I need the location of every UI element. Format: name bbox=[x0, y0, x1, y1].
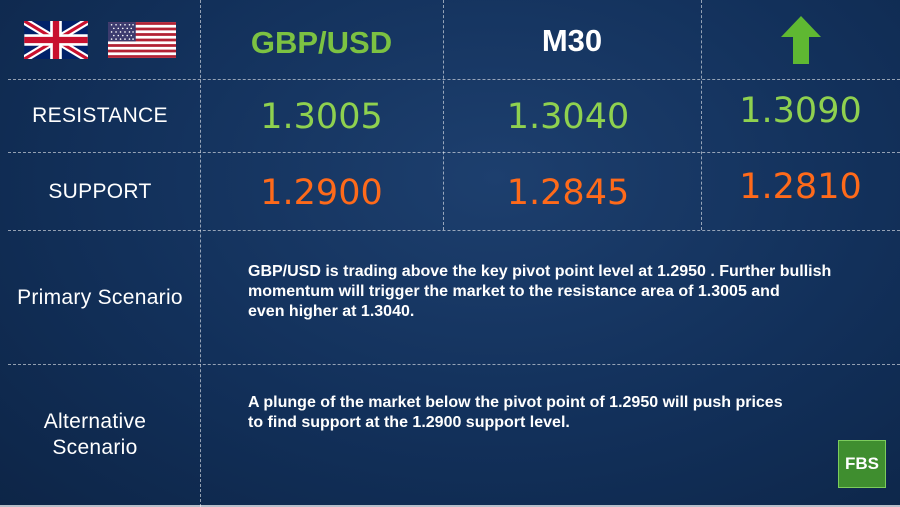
fbs-logo: FBS bbox=[838, 440, 886, 488]
uk-flag-icon bbox=[24, 20, 88, 59]
row-divider bbox=[8, 152, 900, 153]
primary-scenario-text: GBP/USD is trading above the key pivot p… bbox=[248, 262, 888, 322]
support-level-1: 1.2900 bbox=[260, 173, 383, 213]
row-divider bbox=[8, 230, 900, 231]
alternative-line: to find support at the 1.2900 support le… bbox=[248, 414, 570, 431]
direction-cell bbox=[701, 0, 900, 79]
column-divider bbox=[443, 0, 444, 230]
resistance-label: RESISTANCE bbox=[32, 104, 168, 127]
resistance-level-3: 1.3090 bbox=[739, 91, 862, 131]
resistance-level-2: 1.3040 bbox=[506, 97, 630, 137]
primary-line: momentum will trigger the market to the … bbox=[248, 283, 780, 300]
alternative-line: A plunge of the market below the pivot p… bbox=[248, 394, 783, 411]
primary-line: even higher at 1.3040. bbox=[248, 303, 415, 320]
arrow-up-icon bbox=[780, 15, 821, 64]
currency-pair: GBP/USD bbox=[250, 24, 393, 60]
support-level-3: 1.2810 bbox=[739, 166, 862, 207]
resistance-level-1: 1.3005 bbox=[260, 97, 383, 137]
support-level-2: 1.2845 bbox=[506, 173, 630, 213]
alternative-label-line: Scenario bbox=[52, 436, 138, 459]
support-label: SUPPORT bbox=[48, 179, 152, 203]
primary-scenario-label: Primary Scenario bbox=[17, 285, 183, 309]
us-flag-icon bbox=[108, 21, 176, 58]
flags-cell bbox=[0, 0, 200, 79]
row-divider bbox=[8, 364, 900, 365]
primary-line: GBP/USD is trading above the key pivot p… bbox=[248, 263, 832, 280]
alternative-label-line: Alternative bbox=[43, 410, 147, 433]
bottom-border bbox=[0, 505, 900, 507]
timeframe: M30 bbox=[541, 22, 603, 58]
alternative-scenario-label: Alternative Scenario bbox=[0, 365, 190, 505]
row-divider bbox=[8, 79, 900, 80]
column-divider bbox=[701, 0, 702, 230]
alternative-scenario-text: A plunge of the market below the pivot p… bbox=[248, 393, 848, 433]
column-divider bbox=[200, 0, 201, 507]
